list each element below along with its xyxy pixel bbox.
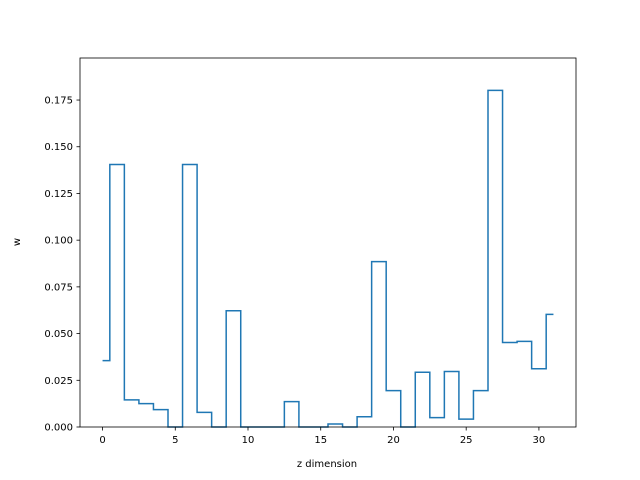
x-tick-label: 10 [242, 435, 255, 446]
axes-frame [79, 57, 577, 428]
x-tick-label: 25 [460, 435, 473, 446]
y-tick-label: 0.050 [44, 329, 73, 340]
y-tick-label: 0.175 [44, 96, 73, 107]
x-axis-label: z dimension [297, 459, 357, 470]
x-tick-label: 20 [387, 435, 400, 446]
y-axis-label: w [12, 238, 23, 246]
x-tick-label: 5 [172, 435, 178, 446]
y-tick-label: 0.150 [44, 142, 73, 153]
x-tick-label: 0 [99, 435, 105, 446]
y-tick-label: 0.025 [44, 376, 73, 387]
y-tick-label: 0.125 [44, 189, 73, 200]
y-tick-label: 0.100 [44, 236, 73, 247]
y-tick-label: 0.075 [44, 282, 73, 293]
x-tick-label: 30 [533, 435, 546, 446]
x-tick-label: 15 [314, 435, 327, 446]
axes: 0 5 10 15 20 25 30 0.000 0.025 0.050 0.075 0.100 0.1… [44, 57, 577, 446]
y-tick-label: 0.000 [44, 423, 73, 434]
